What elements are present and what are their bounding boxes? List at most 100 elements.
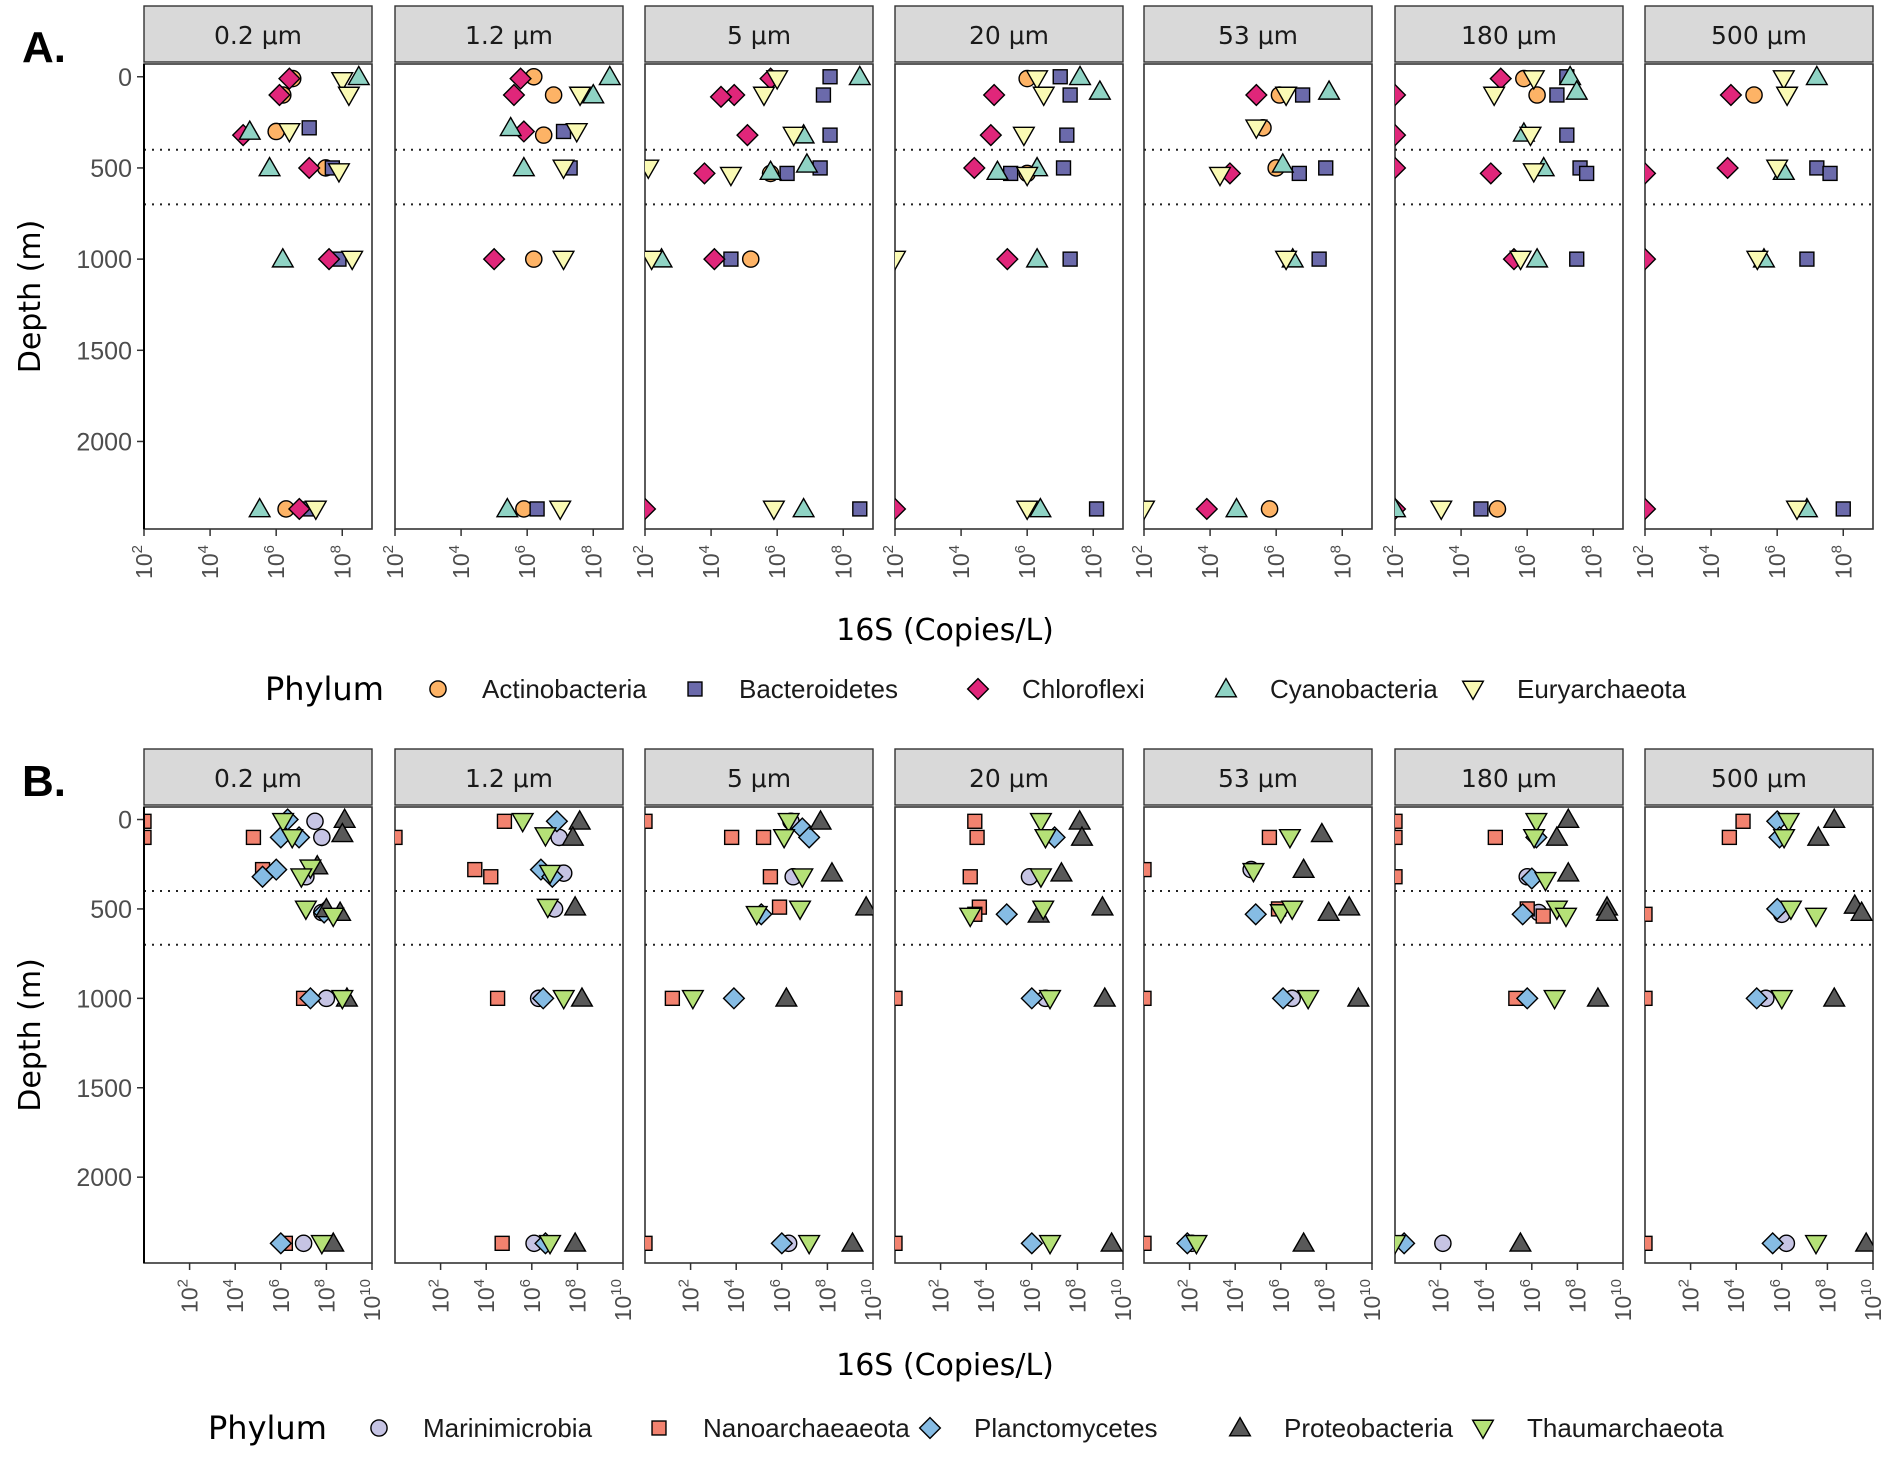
data-point — [1029, 868, 1053, 889]
data-point — [1511, 902, 1535, 926]
data-point — [306, 812, 324, 831]
data-point — [1292, 857, 1316, 879]
x-tick-base: 10 — [382, 553, 408, 579]
data-point — [979, 123, 1003, 147]
x-tick-exponent: 6 — [1512, 545, 1529, 553]
legend-label: Nanoarchaeaeota — [703, 1413, 910, 1443]
data-points — [395, 809, 594, 1256]
data-point — [1029, 812, 1053, 834]
data-point — [598, 65, 622, 86]
data-point — [337, 86, 361, 107]
x-tick-exponent: 8 — [562, 1279, 579, 1287]
y-tick-label: 500 — [90, 155, 132, 183]
y-axis-title: Depth (m) — [13, 958, 48, 1112]
x-tick-exponent: 6 — [1266, 1279, 1283, 1287]
data-point — [1645, 906, 1653, 922]
data-point — [969, 829, 985, 846]
x-tick-exponent: 10 — [1608, 1279, 1625, 1296]
x-tick-label: 106 — [261, 545, 289, 579]
data-point — [467, 861, 483, 878]
x-tick-base: 10 — [1519, 1287, 1545, 1313]
x-tick-base: 10 — [1448, 553, 1474, 579]
data-point — [809, 809, 833, 830]
legend-key — [429, 680, 447, 698]
data-point — [645, 497, 657, 521]
data-point — [1806, 825, 1830, 846]
data-point — [1482, 86, 1506, 107]
data-point — [294, 1234, 313, 1253]
facet-strip-label: 500 μm — [1711, 21, 1807, 50]
data-point — [1038, 1234, 1062, 1256]
x-tick-base: 10 — [1064, 1287, 1090, 1313]
data-point — [1292, 1231, 1316, 1252]
data-point — [1805, 65, 1829, 86]
x-tick-label: 102 — [129, 545, 157, 579]
x-tick-exponent: 2 — [676, 1279, 693, 1287]
data-point — [709, 85, 733, 109]
data-point — [895, 497, 907, 521]
data-point — [1543, 989, 1567, 1011]
legend-key — [1228, 1416, 1252, 1437]
data-point — [1224, 497, 1249, 518]
x-tick-label: 1010 — [1858, 1279, 1886, 1321]
data-point — [511, 812, 535, 834]
data-point — [822, 127, 838, 143]
x-tick-label: 108 — [1062, 1279, 1090, 1313]
x-tick-label: 102 — [630, 545, 658, 579]
x-tick-label: 104 — [946, 545, 974, 579]
x-tick-label: 106 — [1012, 545, 1040, 579]
data-point — [538, 1234, 562, 1256]
data-point — [1271, 987, 1295, 1010]
x-tick-exponent: 8 — [578, 545, 595, 553]
data-point — [722, 987, 746, 1010]
facet-plot-area — [894, 806, 1124, 1264]
x-tick-label: 102 — [426, 1279, 454, 1313]
data-point — [1291, 165, 1307, 182]
legend-key — [918, 1416, 942, 1440]
data-point — [723, 829, 740, 846]
y-tick-label: 1500 — [76, 1075, 132, 1103]
data-point — [313, 828, 331, 847]
data-points — [645, 65, 872, 521]
x-tick-label: 104 — [1446, 545, 1474, 579]
data-point — [304, 500, 328, 521]
data-point — [840, 1231, 865, 1252]
data-point — [1745, 86, 1763, 104]
data-point — [1578, 165, 1595, 182]
x-tick-exponent: 4 — [721, 1279, 738, 1287]
data-point — [1804, 1234, 1828, 1256]
data-point — [1274, 86, 1298, 107]
data-point — [317, 247, 341, 271]
data-point — [771, 899, 788, 915]
x-tick-label: 106 — [1266, 1279, 1294, 1313]
data-point — [770, 1231, 794, 1255]
data-point — [1015, 500, 1039, 521]
data-point — [1395, 497, 1407, 518]
data-point — [1245, 83, 1268, 107]
x-tick-exponent: 2 — [175, 1279, 192, 1287]
x-tick-label: 1010 — [1608, 1279, 1636, 1321]
data-point — [482, 247, 506, 271]
data-point — [1346, 986, 1370, 1007]
x-tick-label: 104 — [220, 1279, 248, 1313]
x-tick-base: 10 — [514, 553, 540, 579]
data-point — [483, 869, 499, 885]
data-point — [1271, 152, 1295, 173]
facet-strip — [1394, 5, 1624, 63]
data-point — [1317, 900, 1341, 921]
data-point — [1088, 501, 1105, 517]
data-point — [1772, 70, 1796, 91]
x-tick-label: 106 — [512, 545, 540, 579]
data-point — [581, 83, 605, 104]
x-tick-exponent: 6 — [517, 1279, 534, 1287]
data-point — [1559, 127, 1575, 143]
x-tick-label: 102 — [926, 1279, 954, 1313]
data-point — [548, 500, 572, 521]
data-point — [1586, 986, 1610, 1007]
data-point — [1479, 162, 1503, 185]
